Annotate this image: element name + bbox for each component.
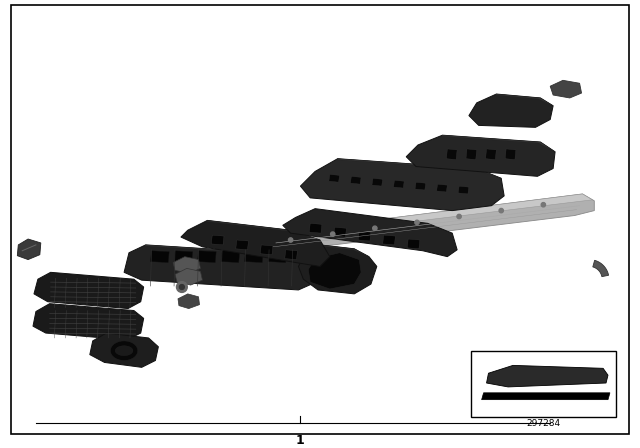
Polygon shape bbox=[372, 178, 383, 186]
Polygon shape bbox=[237, 194, 595, 263]
Polygon shape bbox=[174, 251, 193, 263]
Polygon shape bbox=[150, 251, 169, 263]
Polygon shape bbox=[469, 94, 553, 127]
Polygon shape bbox=[550, 80, 582, 98]
Polygon shape bbox=[181, 220, 330, 267]
Polygon shape bbox=[407, 239, 420, 249]
Polygon shape bbox=[329, 174, 340, 182]
Polygon shape bbox=[111, 341, 138, 361]
Polygon shape bbox=[486, 366, 608, 387]
Polygon shape bbox=[90, 333, 158, 367]
Polygon shape bbox=[319, 245, 369, 257]
Polygon shape bbox=[309, 224, 322, 233]
Bar bbox=[471, 351, 616, 417]
Polygon shape bbox=[198, 251, 216, 263]
Polygon shape bbox=[593, 260, 609, 277]
Polygon shape bbox=[175, 268, 202, 285]
Polygon shape bbox=[383, 235, 396, 245]
Polygon shape bbox=[115, 346, 133, 356]
Polygon shape bbox=[268, 251, 287, 263]
Polygon shape bbox=[283, 209, 457, 257]
Polygon shape bbox=[145, 245, 318, 263]
Text: 297284: 297284 bbox=[526, 419, 561, 428]
Polygon shape bbox=[236, 240, 248, 250]
Polygon shape bbox=[260, 245, 273, 255]
Polygon shape bbox=[482, 393, 610, 400]
Polygon shape bbox=[436, 184, 447, 192]
Polygon shape bbox=[442, 135, 555, 152]
Polygon shape bbox=[458, 186, 469, 194]
Polygon shape bbox=[221, 251, 239, 263]
Circle shape bbox=[179, 284, 184, 289]
Polygon shape bbox=[300, 159, 504, 211]
Polygon shape bbox=[308, 253, 361, 289]
Polygon shape bbox=[415, 182, 426, 190]
Polygon shape bbox=[34, 272, 143, 309]
Polygon shape bbox=[244, 251, 263, 263]
Polygon shape bbox=[350, 177, 361, 184]
Circle shape bbox=[177, 282, 188, 293]
Circle shape bbox=[415, 220, 419, 224]
Circle shape bbox=[457, 214, 461, 219]
Polygon shape bbox=[206, 220, 320, 240]
Polygon shape bbox=[466, 149, 477, 159]
Polygon shape bbox=[505, 149, 516, 159]
Polygon shape bbox=[17, 239, 41, 259]
Circle shape bbox=[541, 202, 545, 207]
Polygon shape bbox=[298, 245, 377, 294]
Circle shape bbox=[289, 238, 292, 242]
Polygon shape bbox=[495, 94, 553, 106]
Polygon shape bbox=[33, 304, 143, 340]
Polygon shape bbox=[211, 235, 224, 245]
Circle shape bbox=[331, 232, 335, 236]
Circle shape bbox=[372, 226, 377, 230]
Polygon shape bbox=[358, 231, 371, 241]
Polygon shape bbox=[337, 159, 501, 178]
Polygon shape bbox=[486, 149, 497, 159]
Polygon shape bbox=[173, 257, 200, 273]
Polygon shape bbox=[269, 194, 593, 239]
Polygon shape bbox=[124, 245, 318, 290]
Circle shape bbox=[499, 208, 504, 213]
Polygon shape bbox=[333, 227, 346, 237]
Polygon shape bbox=[178, 294, 200, 309]
Polygon shape bbox=[446, 149, 457, 159]
Polygon shape bbox=[406, 135, 555, 177]
Polygon shape bbox=[285, 250, 298, 259]
Text: 1: 1 bbox=[296, 434, 305, 447]
Polygon shape bbox=[394, 180, 404, 188]
